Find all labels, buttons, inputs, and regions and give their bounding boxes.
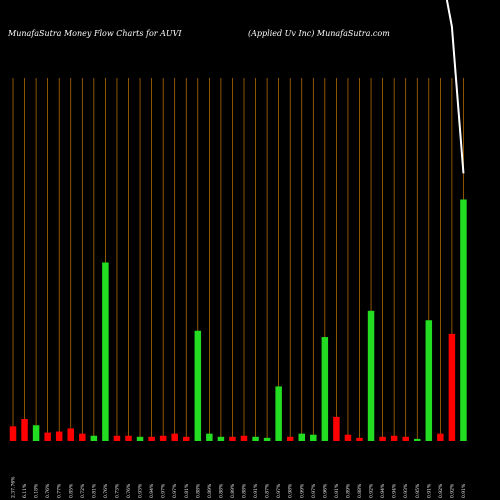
x-tick-label: 0.99% — [299, 483, 305, 498]
x-tick-label: 0.95% — [415, 483, 421, 498]
bar — [148, 436, 155, 441]
bar — [356, 437, 363, 441]
x-tick-label: 0.72% — [80, 483, 86, 498]
x-tick-label: 0.91% — [426, 483, 432, 498]
x-tick-label: 0.97% — [276, 483, 282, 498]
bar — [390, 435, 398, 441]
bar — [79, 433, 86, 441]
x-tick-label: 0.76% — [103, 483, 109, 498]
x-tick-label: 0.97% — [311, 483, 317, 498]
x-tick-label: 0.91% — [334, 483, 340, 498]
bar — [379, 436, 386, 441]
bar — [367, 310, 375, 441]
bar — [252, 436, 259, 441]
bar — [425, 320, 433, 441]
x-tick-label: 0.76% — [45, 483, 51, 498]
x-tick-label: 0.92% — [369, 483, 375, 498]
x-tick-label: 0.88% — [242, 483, 248, 498]
bar — [321, 337, 329, 441]
x-tick-label: 0.94% — [392, 483, 398, 498]
x-tick-label: 0.91% — [253, 483, 259, 498]
bar — [102, 262, 109, 441]
price-line — [445, 0, 465, 174]
bar — [159, 435, 167, 441]
bar — [55, 431, 63, 441]
x-tick-label: 0.94% — [380, 483, 386, 498]
x-tick-label: 0.92% — [438, 483, 444, 498]
x-tick-label: 2.37.76% — [11, 476, 17, 498]
x-tick-label: 0.96% — [322, 483, 328, 498]
x-tick-labels: 2.37.76% 6.11% 0.18% 0.76% 0.77% 0.85% 0.72% 0.… — [11, 476, 467, 498]
bar — [460, 199, 467, 441]
x-tick-label: 0.89% — [230, 483, 236, 498]
bar — [229, 436, 236, 441]
chart-title: MunafaSutra Money Flow Charts for AUVI — [7, 29, 182, 38]
bar — [9, 426, 17, 441]
price-line-path — [445, 0, 465, 174]
x-tick-label: 0.77% — [57, 483, 63, 498]
x-tick-label: 0.93% — [403, 483, 409, 498]
x-tick-label: 0.88% — [195, 483, 201, 498]
bar — [67, 428, 74, 441]
chart-subtitle: (Applied Uv Inc) MunafaSutra.com — [248, 29, 390, 38]
bar — [310, 434, 317, 441]
x-tick-label: 0.97% — [161, 483, 167, 498]
bar — [136, 436, 144, 441]
bar — [32, 425, 40, 441]
x-tick-label: 0.93% — [138, 483, 144, 498]
bar — [171, 433, 178, 441]
bar — [333, 416, 340, 441]
x-tick-label: 0.81% — [184, 483, 190, 498]
bar — [344, 434, 352, 441]
bar — [125, 435, 132, 441]
x-tick-label: 0.73% — [114, 483, 120, 498]
x-tick-label: 0.89% — [345, 483, 351, 498]
bar — [217, 436, 225, 441]
x-tick-label: 0.85% — [68, 483, 74, 498]
x-tick-label: 0.91% — [461, 483, 467, 498]
bar — [194, 330, 202, 441]
bar — [263, 437, 271, 441]
bar — [90, 435, 98, 441]
x-tick-label: 0.88% — [218, 483, 224, 498]
x-tick-label: 0.98% — [288, 483, 294, 498]
bar — [298, 433, 305, 441]
x-tick-label: 0.87% — [265, 483, 271, 498]
x-tick-label: 0.76% — [126, 483, 132, 498]
x-tick-label: 0.88% — [357, 483, 363, 498]
bar — [286, 436, 294, 441]
bar — [240, 435, 248, 441]
bar — [206, 433, 213, 441]
bar — [113, 435, 121, 441]
bar — [414, 438, 421, 441]
bar — [275, 386, 282, 441]
bar — [183, 436, 190, 441]
x-tick-label: 0.81% — [91, 483, 97, 498]
bar — [21, 418, 28, 441]
bar — [448, 333, 456, 441]
x-tick-label: 0.89% — [207, 483, 213, 498]
x-tick-label: 6.11% — [22, 483, 28, 498]
x-tick-label: 0.97% — [172, 483, 178, 498]
bar — [437, 433, 444, 441]
x-tick-label: 0.94% — [149, 483, 155, 498]
bar — [44, 432, 51, 441]
x-tick-label: 0.92% — [449, 483, 455, 498]
bar — [402, 436, 409, 441]
x-tick-label: 0.18% — [34, 483, 40, 498]
bar-series — [9, 199, 467, 441]
